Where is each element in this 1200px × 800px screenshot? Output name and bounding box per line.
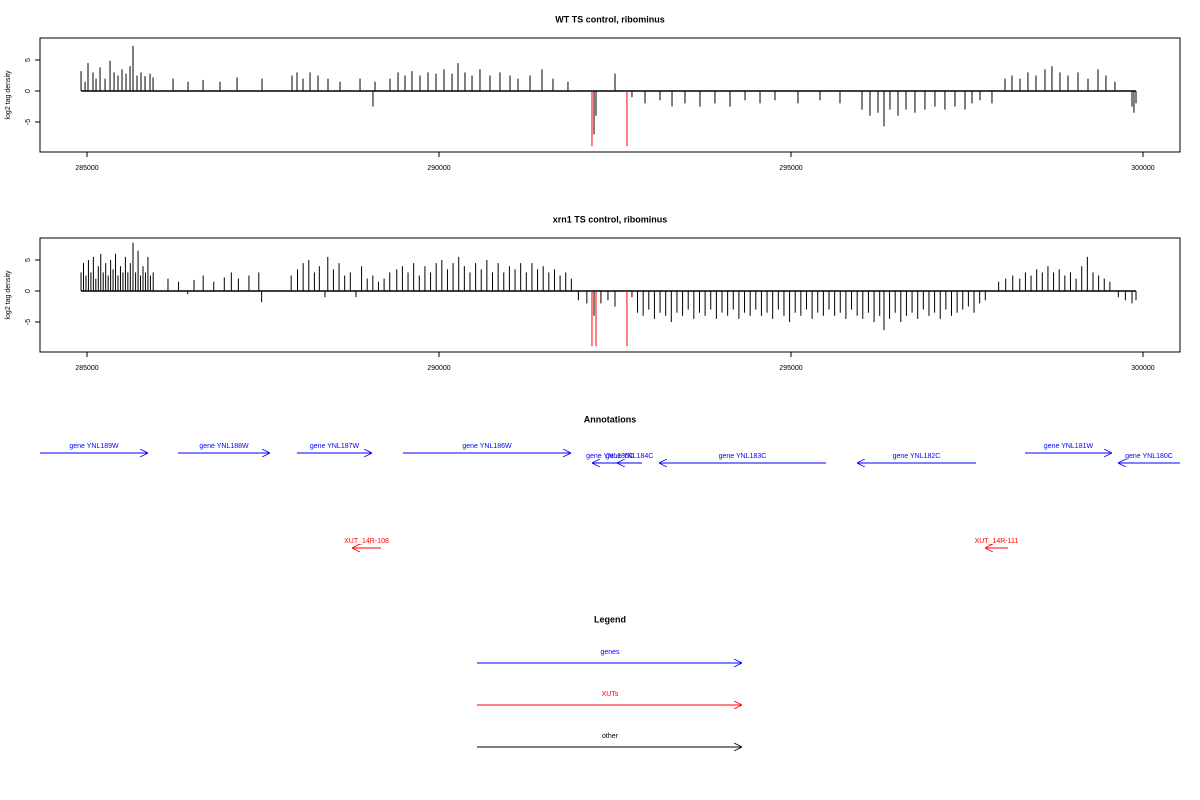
y-axis-label: log2 tag density bbox=[5, 70, 12, 120]
x-tick-label: 300000 bbox=[1131, 165, 1154, 172]
legend-label: XUTs bbox=[602, 691, 619, 698]
feature-label: gene YNL189W bbox=[69, 443, 119, 450]
legend-label: genes bbox=[600, 649, 620, 656]
x-tick-label: 290000 bbox=[427, 365, 450, 372]
x-tick-label: 295000 bbox=[779, 165, 802, 172]
legend-label: other bbox=[602, 733, 619, 740]
feature-label: gene YNL181W bbox=[1044, 443, 1094, 450]
plot-frame bbox=[39, 37, 1181, 153]
y-tick-label: 0 bbox=[25, 89, 32, 93]
feature-label: gene YNL185C bbox=[586, 453, 634, 460]
y-tick-label: 5 bbox=[25, 258, 32, 262]
feature-label: gene YNL180C bbox=[1125, 453, 1173, 460]
x-tick-label: 285000 bbox=[75, 165, 98, 172]
chart-title: WT TS control, ribominus bbox=[555, 14, 665, 24]
chart-title: xrn1 TS control, ribominus bbox=[553, 214, 668, 224]
feature-label: XUT_14R-108 bbox=[344, 538, 389, 545]
feature-label: gene YNL188W bbox=[199, 443, 249, 450]
y-axis-label: log2 tag density bbox=[5, 270, 12, 320]
plot-frame bbox=[39, 237, 1181, 353]
feature-label: gene YNL186W bbox=[462, 443, 512, 450]
y-tick-label: 5 bbox=[25, 58, 32, 62]
x-tick-label: 295000 bbox=[779, 365, 802, 372]
feature-label: gene YNL187W bbox=[310, 443, 360, 450]
feature-label: XUT_14R-111 bbox=[975, 538, 1019, 545]
feature-label: gene YNL182C bbox=[893, 453, 941, 460]
feature-label: gene YNL184C bbox=[606, 453, 654, 460]
y-tick-label: -5 bbox=[25, 119, 32, 125]
feature-label: gene YNL183C bbox=[719, 453, 767, 460]
y-tick-label: 0 bbox=[25, 289, 32, 293]
x-tick-label: 290000 bbox=[427, 165, 450, 172]
chart-title: Annotations bbox=[584, 414, 637, 424]
legend-title: Legend bbox=[594, 614, 626, 624]
y-tick-label: -5 bbox=[25, 319, 32, 325]
x-tick-label: 285000 bbox=[75, 365, 98, 372]
x-tick-label: 300000 bbox=[1131, 365, 1154, 372]
